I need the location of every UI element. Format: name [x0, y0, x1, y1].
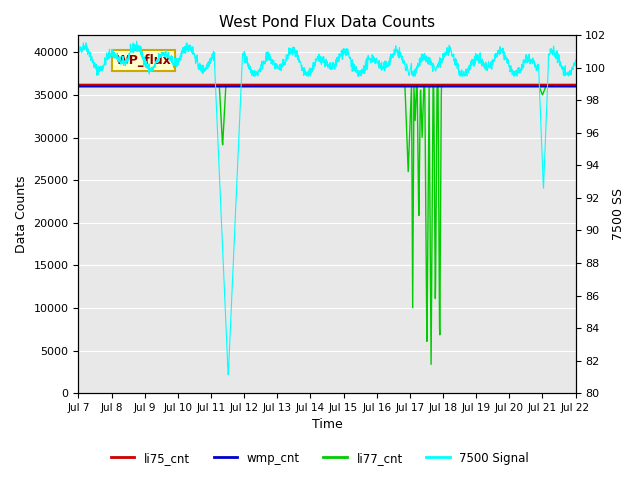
Text: WP_flux: WP_flux [116, 54, 172, 67]
Y-axis label: Data Counts: Data Counts [15, 176, 28, 253]
Legend: li75_cnt, wmp_cnt, li77_cnt, 7500 Signal: li75_cnt, wmp_cnt, li77_cnt, 7500 Signal [106, 447, 534, 469]
Y-axis label: 7500 SS: 7500 SS [612, 188, 625, 240]
Title: West Pond Flux Data Counts: West Pond Flux Data Counts [219, 15, 435, 30]
X-axis label: Time: Time [312, 419, 342, 432]
